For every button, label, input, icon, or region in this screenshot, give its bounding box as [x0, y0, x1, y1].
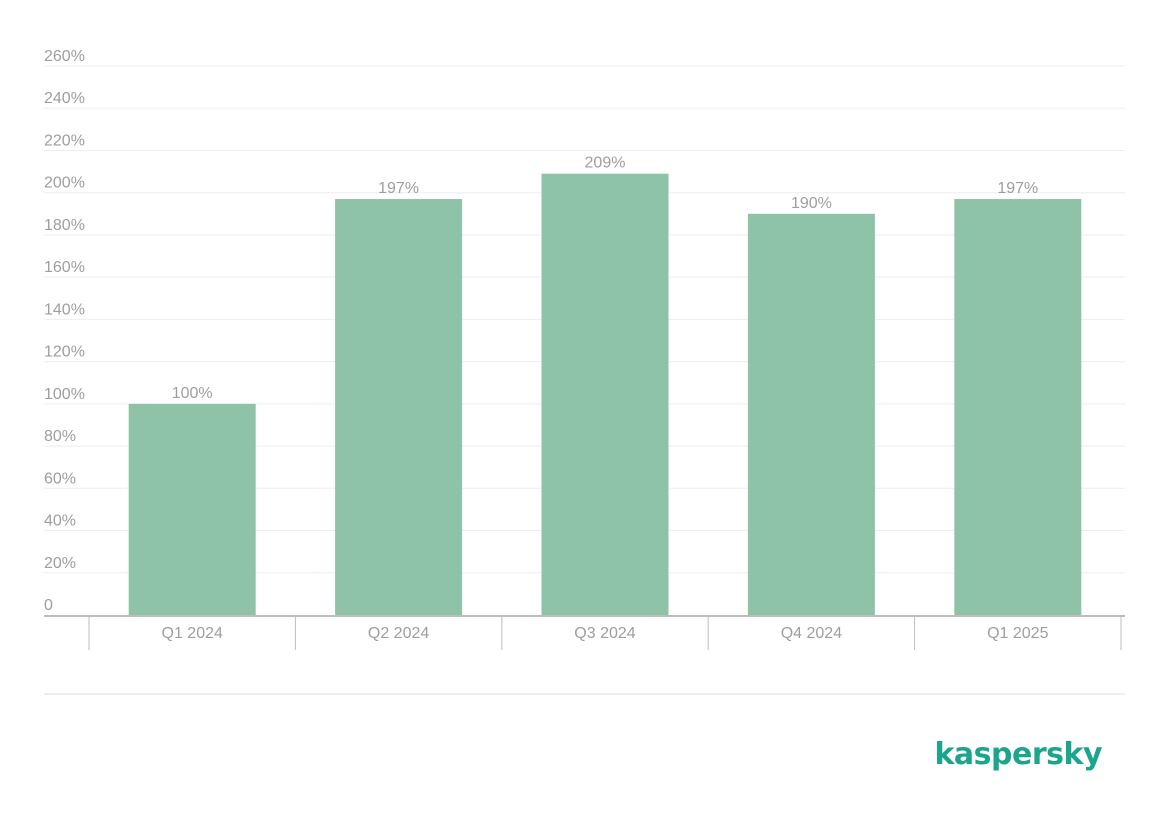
- data-label: 197%: [378, 180, 419, 197]
- bar: [335, 199, 463, 615]
- x-tick-label: Q3 2024: [574, 625, 635, 642]
- y-tick-label: 160%: [44, 259, 85, 276]
- y-tick-label: 0: [44, 597, 53, 614]
- y-tick-label: 100%: [44, 386, 85, 403]
- kaspersky-logo: kaspersky: [934, 737, 1102, 772]
- data-label: 209%: [585, 155, 626, 172]
- data-labels: 100% 197% 209% 190% 197%: [172, 155, 1039, 402]
- y-axis-tick-labels: 0 20% 40% 60% 80% 100% 120% 140% 160% 180% 200% 220…: [44, 48, 85, 614]
- y-tick-label: 220%: [44, 132, 85, 149]
- data-label: 100%: [172, 385, 213, 402]
- bar: [747, 213, 875, 616]
- y-tick-label: 260%: [44, 48, 85, 65]
- data-label: 190%: [791, 195, 832, 212]
- bar: [128, 403, 256, 615]
- x-tick-label: Q2 2024: [368, 625, 429, 642]
- x-tick-label: Q1 2024: [162, 625, 223, 642]
- y-tick-label: 20%: [44, 555, 76, 572]
- y-tick-label: 120%: [44, 344, 85, 361]
- data-label: 197%: [997, 180, 1038, 197]
- y-tick-label: 40%: [44, 513, 76, 530]
- y-tick-label: 140%: [44, 301, 85, 318]
- bars: [128, 173, 1082, 616]
- x-axis: Q1 2024 Q2 2024 Q3 2024 Q4 2024 Q1 2025: [44, 615, 1125, 650]
- x-tick-label: Q1 2025: [987, 625, 1048, 642]
- y-tick-label: 240%: [44, 90, 85, 107]
- y-tick-label: 200%: [44, 175, 85, 192]
- y-tick-label: 60%: [44, 470, 76, 487]
- y-tick-label: 180%: [44, 217, 85, 234]
- bar: [954, 199, 1082, 615]
- x-tick-label: Q4 2024: [781, 625, 842, 642]
- y-tick-label: 80%: [44, 428, 76, 445]
- bar: [541, 173, 669, 615]
